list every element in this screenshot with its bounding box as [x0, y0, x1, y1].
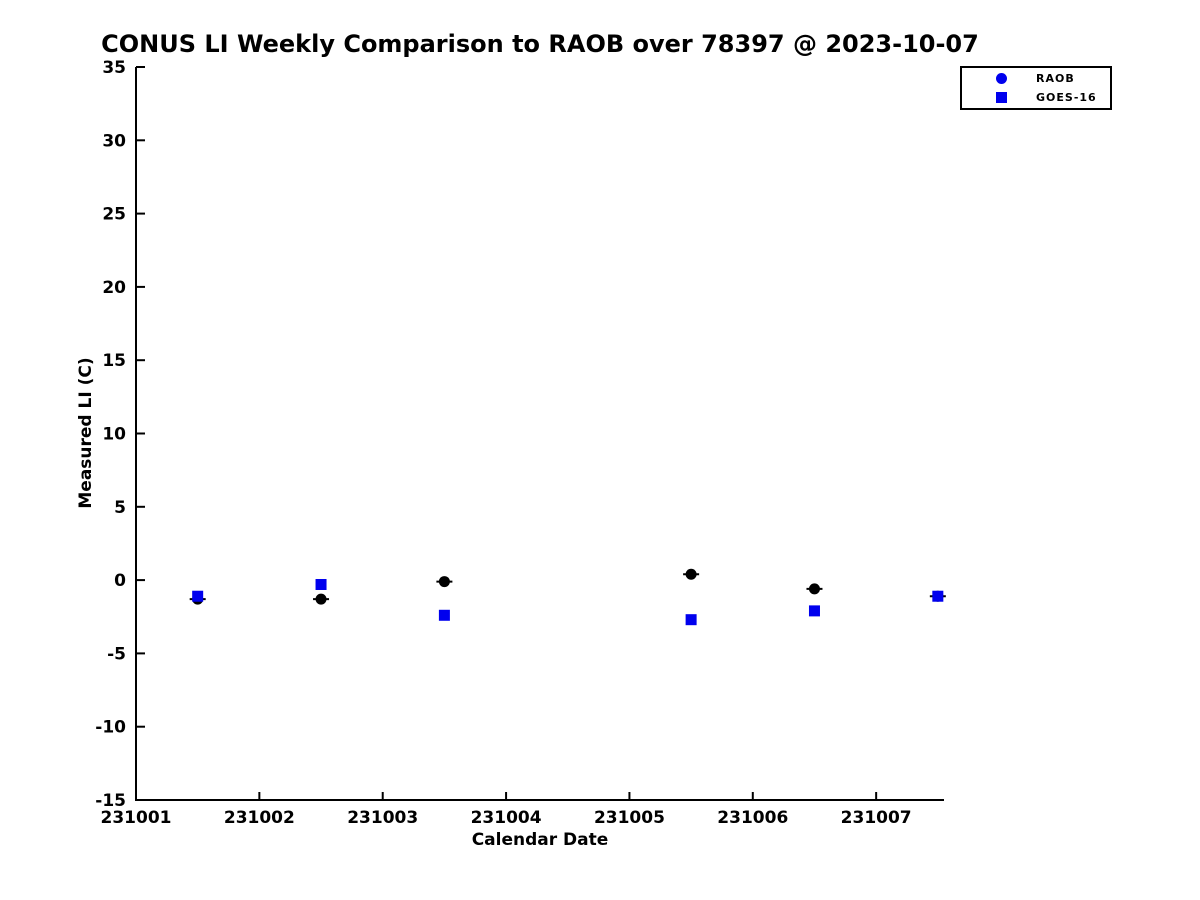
y-tick-label: 0 [114, 571, 126, 591]
x-tick-label: 231004 [471, 808, 542, 828]
raob-point [315, 593, 327, 605]
legend-label-goes-16: GOES-16 [1036, 91, 1097, 105]
chart-title: CONUS LI Weekly Comparison to RAOB over … [101, 30, 979, 58]
y-tick-label: 15 [102, 351, 126, 371]
y-tick-label: 25 [102, 205, 126, 225]
x-tick-label: 231003 [347, 808, 418, 828]
x-tick-label: 231005 [594, 808, 665, 828]
x-axis-label: Calendar Date [471, 830, 609, 850]
goes-16-point [192, 590, 204, 602]
x-tick-label: 231006 [717, 808, 788, 828]
goes-16-point [808, 605, 820, 617]
y-tick-label: -15 [95, 791, 126, 811]
goes-16-square-marker-icon [996, 92, 1007, 104]
legend-label-raob: RAOB [1036, 71, 1075, 85]
x-tick-label: 231001 [101, 808, 172, 828]
y-tick-label: -10 [95, 718, 126, 738]
x-tick-label: 231007 [841, 808, 912, 828]
goes-16-point [685, 614, 697, 626]
y-tick-label: 20 [102, 278, 126, 298]
goes-16-point [438, 609, 450, 621]
raob-circle-marker-icon [996, 72, 1007, 84]
legend-row-raob: RAOB [962, 69, 1110, 87]
y-tick-label: 5 [114, 498, 126, 518]
y-tick-label: -5 [107, 644, 126, 664]
x-tick-label: 231002 [224, 808, 295, 828]
raob-point [685, 568, 697, 580]
legend: RAOB GOES-16 [960, 66, 1112, 110]
goes-16-point [932, 590, 944, 602]
y-tick-label: 30 [102, 131, 126, 151]
raob-point [438, 576, 450, 588]
goes-16-point [315, 578, 327, 590]
legend-row-goes-16: GOES-16 [962, 89, 1110, 107]
y-tick-label: 10 [102, 425, 126, 445]
y-tick-label: 35 [102, 58, 126, 78]
raob-point [808, 583, 820, 595]
